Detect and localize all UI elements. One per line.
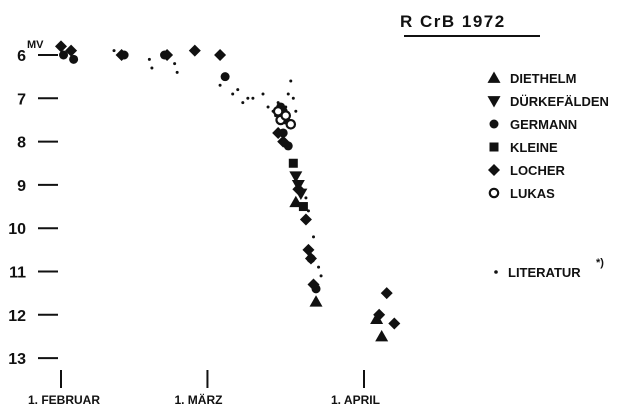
data-point	[302, 243, 315, 256]
data-point	[285, 118, 297, 130]
data-point	[298, 202, 308, 212]
legend-marker	[494, 270, 498, 274]
data-point	[272, 126, 285, 139]
legend-label: LITERATUR	[508, 265, 581, 280]
data-point	[304, 252, 317, 265]
legend-label: LOCHER	[510, 163, 566, 178]
data-point	[319, 274, 323, 278]
y-tick-label: 7	[17, 91, 26, 108]
legend-marker	[487, 96, 501, 108]
legend-marker	[489, 119, 499, 129]
data-point	[388, 317, 401, 330]
legend-marker	[489, 142, 499, 152]
y-tick-label: 9	[17, 178, 26, 195]
x-tick-label: 1. FEBRUAR	[28, 393, 100, 407]
data-point	[115, 49, 128, 61]
legend-footnote-mark: *)	[596, 257, 604, 269]
data-point	[241, 101, 245, 105]
y-tick-label: 13	[8, 351, 26, 368]
data-point	[307, 278, 320, 291]
data-point	[375, 329, 389, 342]
chart-title: R CrB 1972	[400, 12, 506, 31]
data-point	[173, 62, 177, 66]
data-point	[289, 171, 303, 183]
y-tick-label: 8	[17, 135, 26, 152]
legend-label: GERMANN	[510, 117, 577, 132]
data-point	[277, 135, 290, 148]
y-axis-unit-label: MV	[27, 39, 44, 51]
data-point	[246, 96, 250, 100]
data-point	[286, 92, 290, 96]
data-point	[236, 88, 240, 92]
data-point	[65, 44, 78, 57]
data-point	[261, 92, 265, 96]
data-point	[288, 158, 298, 168]
data-point	[317, 265, 321, 269]
legend-marker	[488, 164, 500, 176]
data-point	[294, 109, 298, 113]
data-point	[220, 72, 230, 82]
data-point	[218, 83, 222, 87]
data-point	[59, 50, 69, 60]
legend-marker	[487, 71, 501, 83]
legend-marker	[488, 187, 500, 199]
data-point	[266, 105, 270, 109]
legend: DIETHELM DÜRKEFÄLDEN GERMANN KLEINE LOCHER LU…	[487, 71, 609, 280]
data-point	[251, 96, 255, 100]
data-point	[214, 49, 227, 61]
data-point	[280, 110, 292, 121]
data-point	[292, 183, 305, 196]
y-axis: 6 7 8 9 10 11 12 13	[8, 48, 58, 368]
data-point	[312, 235, 315, 239]
data-point	[380, 287, 393, 300]
x-tick-label: 1. MÄRZ	[174, 392, 222, 407]
data-point	[370, 312, 384, 325]
data-point	[69, 54, 79, 64]
data-point	[291, 96, 295, 100]
data-point	[147, 57, 151, 61]
y-tick-label: 6	[17, 48, 26, 65]
data-point	[55, 40, 67, 53]
data-point	[188, 44, 201, 57]
legend-label: DIETHELM	[510, 71, 576, 86]
data-point	[299, 213, 312, 226]
data-point	[289, 79, 293, 83]
y-tick-label: 12	[8, 308, 26, 325]
data-points	[55, 40, 401, 342]
legend-label: LUKAS	[510, 186, 555, 201]
data-point	[231, 92, 235, 96]
legend-label: DÜRKEFÄLDEN	[510, 94, 609, 109]
x-tick-label: 1. APRIL	[331, 393, 380, 407]
data-point	[161, 49, 174, 61]
data-point	[150, 66, 154, 70]
data-point	[304, 196, 308, 200]
data-point	[309, 295, 323, 307]
x-axis: 1. FEBRUAR 1. MÄRZ 1. APRIL	[28, 370, 380, 407]
data-point	[112, 49, 116, 53]
legend-label: KLEINE	[510, 140, 558, 155]
data-point	[175, 70, 179, 74]
y-tick-label: 10	[8, 221, 26, 238]
y-tick-label: 11	[9, 265, 26, 282]
data-point	[373, 308, 386, 321]
